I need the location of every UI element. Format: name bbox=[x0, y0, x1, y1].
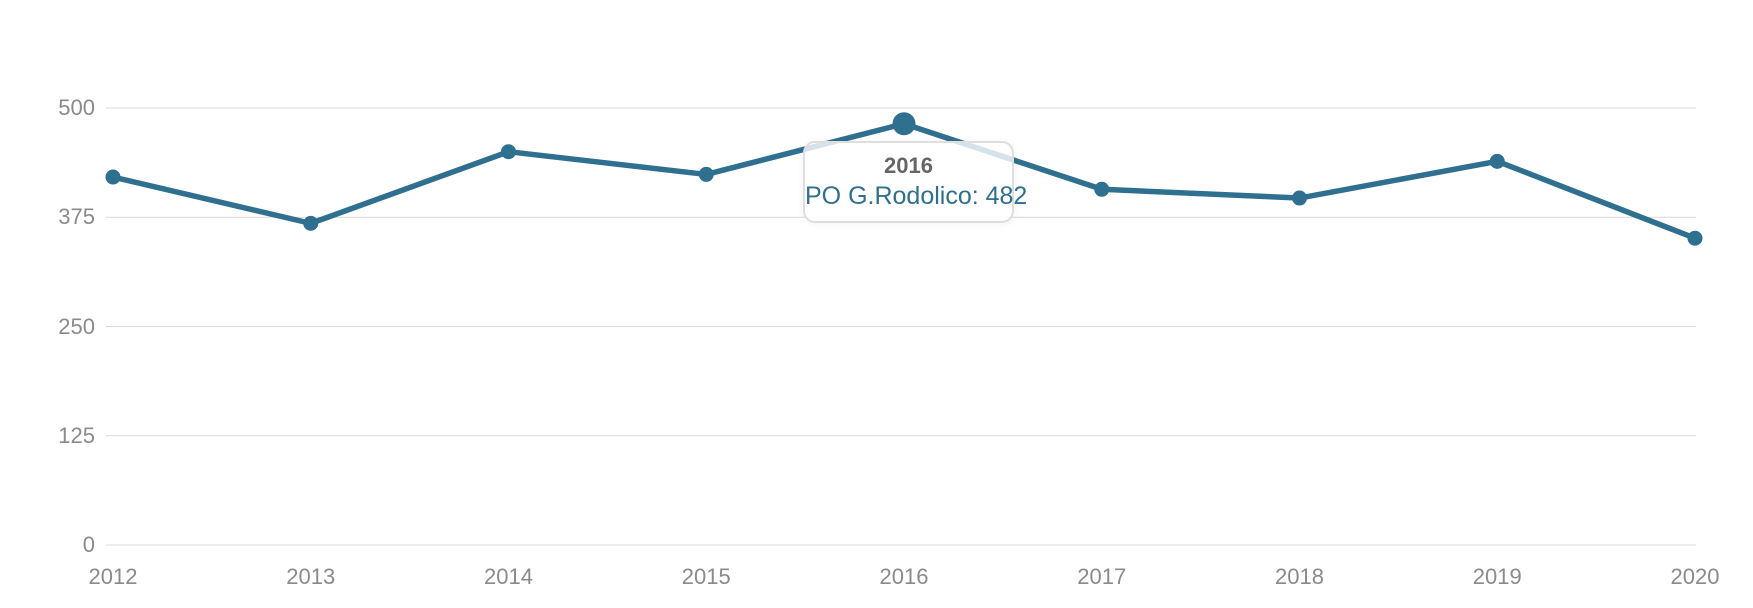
x-axis-tick-label: 2015 bbox=[681, 564, 731, 589]
y-axis-tick-label: 250 bbox=[58, 313, 95, 339]
x-axis-tick-label: 2018 bbox=[1275, 564, 1324, 589]
x-axis-tick-label: 2020 bbox=[1670, 564, 1720, 589]
data-point-2017[interactable] bbox=[1094, 181, 1110, 197]
y-axis-tick-label: 125 bbox=[58, 422, 95, 448]
data-point-2020[interactable] bbox=[1687, 230, 1703, 246]
y-axis-tick-label: 0 bbox=[82, 532, 95, 557]
x-axis-tick-label: 2017 bbox=[1077, 564, 1127, 589]
x-axis-tick-label: 2016 bbox=[879, 564, 929, 589]
data-point-2012[interactable] bbox=[105, 169, 121, 185]
tooltip-year-label: 2016 bbox=[884, 153, 933, 178]
x-axis-tick-label: 2012 bbox=[88, 564, 138, 589]
y-axis-tick-label: 500 bbox=[58, 95, 95, 120]
tooltip-series-value: PO G.Rodolico: 482 bbox=[805, 182, 1028, 210]
x-axis-tick-label: 2014 bbox=[484, 564, 533, 589]
chart-tooltip: 2016 PO G.Rodolico: 482 bbox=[803, 141, 1028, 223]
data-point-2013[interactable] bbox=[303, 215, 319, 231]
data-point-2018[interactable] bbox=[1292, 190, 1307, 206]
data-point-2015[interactable] bbox=[698, 166, 714, 182]
data-point-2014[interactable] bbox=[501, 144, 516, 160]
data-point-2019[interactable] bbox=[1489, 153, 1505, 169]
x-axis-tick-label: 2013 bbox=[286, 564, 336, 589]
data-point-2016[interactable] bbox=[892, 112, 916, 136]
y-axis-tick-label: 375 bbox=[58, 204, 95, 230]
x-axis-tick-label: 2019 bbox=[1472, 564, 1522, 589]
